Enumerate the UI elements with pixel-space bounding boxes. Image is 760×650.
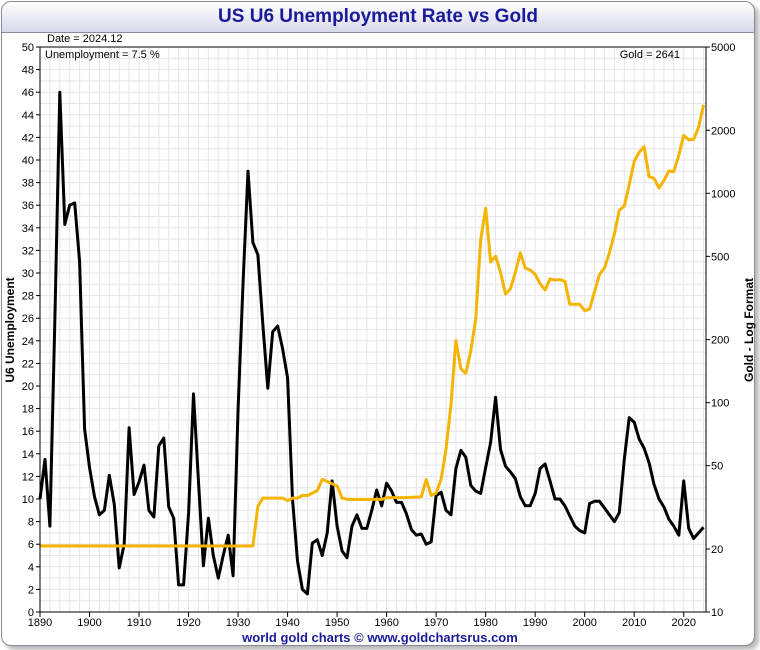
left-tick-label: 30: [22, 268, 34, 280]
series-lines: [38, 90, 705, 596]
left-tick-label: 8: [28, 517, 34, 529]
left-tick-label: 10: [22, 494, 34, 506]
left-tick-label: 2: [28, 584, 34, 596]
x-tick-label: 1980: [473, 617, 497, 629]
left-tick-label: 42: [22, 132, 34, 144]
left-tick-label: 32: [22, 245, 34, 257]
right-tick-label: 100: [711, 398, 729, 410]
annotation-unemployment: Unemployment = 7.5 %: [45, 49, 160, 61]
x-tick-label: 1990: [523, 617, 547, 629]
left-tick-label: 34: [22, 223, 34, 235]
left-tick-label: 20: [22, 381, 34, 393]
left-tick-label: 4: [28, 562, 34, 574]
y-axis-label-right: Gold - Log Format: [742, 278, 756, 382]
x-tick-label: 2020: [671, 617, 695, 629]
left-tick-label: 12: [22, 471, 34, 483]
right-tick-label: 200: [711, 335, 729, 347]
right-tick-label: 2000: [711, 125, 735, 137]
left-tick-label: 6: [28, 539, 34, 551]
left-tick-label: 40: [22, 155, 34, 167]
right-tick-label: 10: [711, 607, 723, 619]
plot-border: [39, 46, 707, 613]
left-tick-label: 24: [22, 336, 34, 348]
x-tick-label: 1950: [325, 617, 349, 629]
x-axis-ticks: 1890 1900 1910 1920 1930 1940 1950 1960 1970 1980…: [28, 612, 696, 629]
right-tick-label: 1000: [711, 188, 735, 200]
left-tick-label: 14: [22, 449, 34, 461]
left-tick-label: 16: [22, 426, 34, 438]
gold-price-line: [40, 104, 705, 548]
left-tick-label: 48: [22, 65, 34, 77]
x-tick-label: 2010: [622, 617, 646, 629]
left-tick-label: 44: [22, 110, 34, 122]
x-tick-label: 1910: [127, 617, 151, 629]
left-tick-label: 28: [22, 291, 34, 303]
chart-title: US U6 Unemployment Rate vs Gold: [218, 6, 538, 27]
annotation-date: Date = 2024.12: [47, 33, 123, 45]
right-tick-label: 20: [711, 544, 723, 556]
grid: [39, 46, 706, 613]
left-tick-label: 36: [22, 200, 34, 212]
title-bar: US U6 Unemployment Rate vs Gold: [2, 2, 754, 33]
x-tick-label: 1940: [275, 617, 299, 629]
x-tick-label: 1920: [176, 617, 200, 629]
left-tick-label: 26: [22, 313, 34, 325]
left-tick-label: 22: [22, 358, 34, 370]
right-tick-label: 5000: [711, 42, 735, 54]
x-tick-label: 1930: [226, 617, 250, 629]
left-tick-label: 18: [22, 404, 34, 416]
right-axis-ticks: 10 20 50 100 200 500 1000 2000 5000: [706, 42, 735, 619]
x-tick-label: 2000: [572, 617, 596, 629]
y-axis-label-left: U6 Unemployment: [3, 277, 17, 382]
footer-credit: world gold charts © www.goldchartsrus.co…: [242, 630, 518, 645]
left-axis-ticks: 0246810121416182022242628303234363840424…: [22, 42, 40, 619]
left-tick-label: 38: [22, 178, 34, 190]
right-tick-label: 50: [711, 461, 723, 473]
annotation-gold: Gold = 2641: [620, 49, 680, 61]
u6-unemployment-line: [38, 90, 705, 596]
left-tick-label: 50: [22, 42, 34, 54]
left-tick-label: 46: [22, 87, 34, 99]
x-tick-label: 1970: [424, 617, 448, 629]
x-tick-label: 1890: [28, 617, 52, 629]
left-tick-label: 0: [28, 607, 34, 619]
x-tick-label: 1960: [374, 617, 398, 629]
right-tick-label: 500: [711, 251, 729, 263]
x-tick-label: 1900: [77, 617, 101, 629]
